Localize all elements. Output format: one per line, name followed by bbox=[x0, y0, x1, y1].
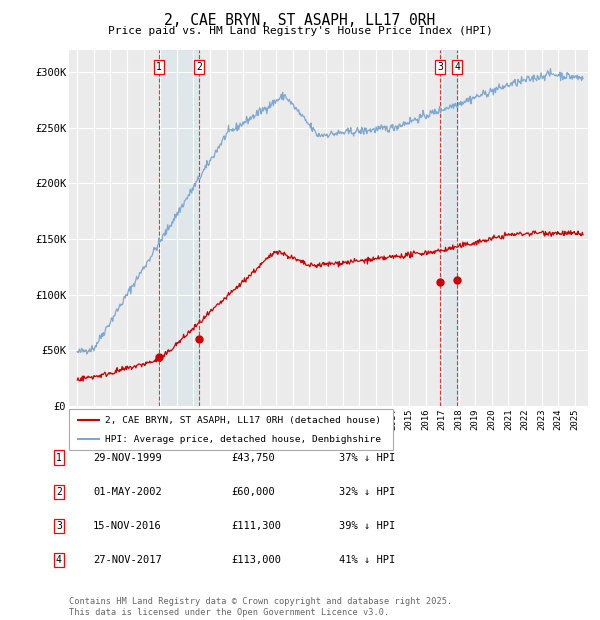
Bar bbox=[440, 50, 457, 406]
Text: 41% ↓ HPI: 41% ↓ HPI bbox=[339, 555, 395, 565]
Text: 3: 3 bbox=[56, 521, 62, 531]
Text: 2, CAE BRYN, ST ASAPH, LL17 0RH (detached house): 2, CAE BRYN, ST ASAPH, LL17 0RH (detache… bbox=[104, 415, 380, 425]
Text: Contains HM Land Registry data © Crown copyright and database right 2025.
This d: Contains HM Land Registry data © Crown c… bbox=[69, 598, 452, 617]
FancyBboxPatch shape bbox=[69, 409, 393, 450]
Bar bbox=[159, 50, 199, 406]
Text: 39% ↓ HPI: 39% ↓ HPI bbox=[339, 521, 395, 531]
Text: £43,750: £43,750 bbox=[231, 453, 275, 463]
Text: 2: 2 bbox=[196, 62, 202, 72]
Text: 2, CAE BRYN, ST ASAPH, LL17 0RH: 2, CAE BRYN, ST ASAPH, LL17 0RH bbox=[164, 13, 436, 28]
Text: Price paid vs. HM Land Registry's House Price Index (HPI): Price paid vs. HM Land Registry's House … bbox=[107, 26, 493, 36]
Text: 37% ↓ HPI: 37% ↓ HPI bbox=[339, 453, 395, 463]
Text: 27-NOV-2017: 27-NOV-2017 bbox=[93, 555, 162, 565]
Text: 4: 4 bbox=[56, 555, 62, 565]
Text: 15-NOV-2016: 15-NOV-2016 bbox=[93, 521, 162, 531]
Text: 3: 3 bbox=[437, 62, 443, 72]
Text: £111,300: £111,300 bbox=[231, 521, 281, 531]
Text: 2: 2 bbox=[56, 487, 62, 497]
Text: 1: 1 bbox=[56, 453, 62, 463]
Text: 1: 1 bbox=[156, 62, 161, 72]
Text: 29-NOV-1999: 29-NOV-1999 bbox=[93, 453, 162, 463]
Text: £113,000: £113,000 bbox=[231, 555, 281, 565]
Text: 01-MAY-2002: 01-MAY-2002 bbox=[93, 487, 162, 497]
Text: HPI: Average price, detached house, Denbighshire: HPI: Average price, detached house, Denb… bbox=[104, 435, 380, 444]
Text: 32% ↓ HPI: 32% ↓ HPI bbox=[339, 487, 395, 497]
Text: £60,000: £60,000 bbox=[231, 487, 275, 497]
Text: 4: 4 bbox=[454, 62, 460, 72]
